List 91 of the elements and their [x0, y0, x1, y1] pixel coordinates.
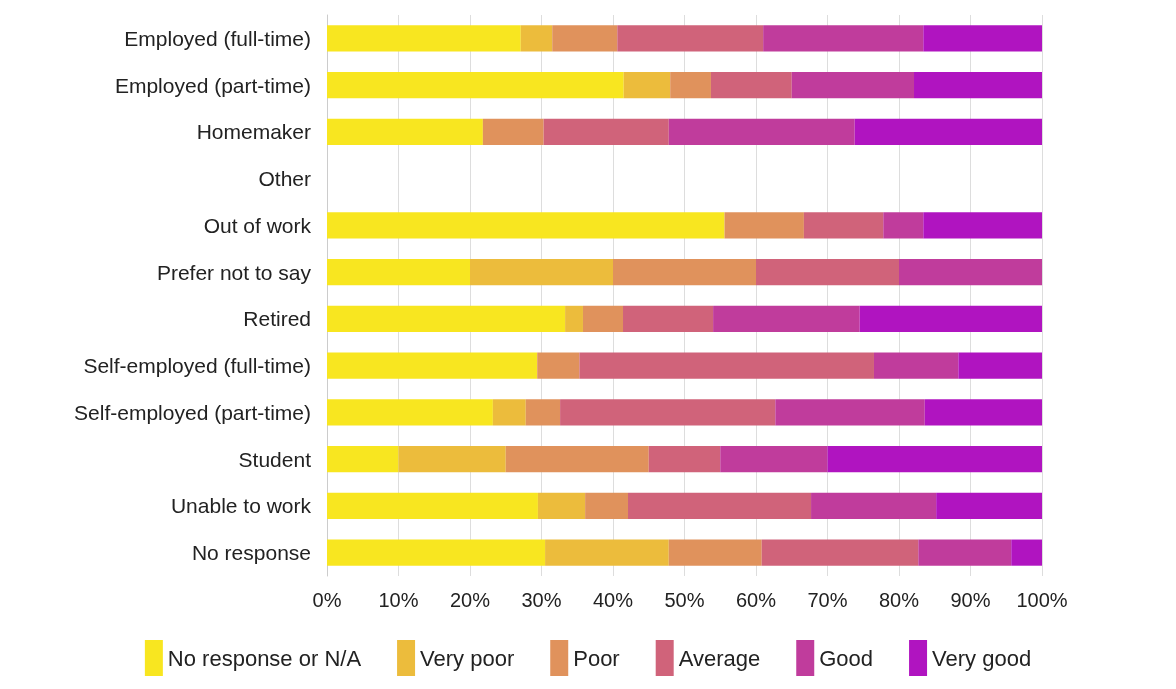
bar: [552, 25, 618, 52]
bar: [327, 259, 470, 286]
bar: [327, 118, 483, 145]
bar: [579, 352, 874, 379]
x-tick-label: 20%: [449, 589, 491, 611]
bar: [545, 539, 669, 566]
bar: [918, 539, 1012, 566]
bar: [724, 212, 804, 239]
legend-label: Average: [678, 645, 761, 671]
bar: [520, 25, 553, 52]
y-tick-label: Student: [238, 447, 312, 471]
bar: [628, 492, 812, 519]
bar: [958, 352, 1042, 379]
legend-label: No response or N/A: [167, 645, 362, 671]
bar: [623, 305, 714, 332]
bar: [668, 539, 762, 566]
bar: [873, 352, 959, 379]
bar: [327, 492, 538, 519]
bar: [492, 399, 526, 426]
bar: [537, 492, 586, 519]
y-tick-label: Prefer not to say: [156, 260, 312, 284]
x-tick-label: 100%: [1016, 589, 1068, 611]
bar: [670, 72, 711, 99]
bar: [648, 446, 721, 473]
bar: [327, 305, 566, 332]
bar: [470, 259, 613, 286]
bar: [327, 352, 538, 379]
bar: [482, 118, 544, 145]
y-tick-label: Self-employed (part-time): [74, 400, 311, 424]
bar: [525, 399, 561, 426]
x-tick-label: 60%: [735, 589, 777, 611]
bar: [537, 352, 580, 379]
bar: [327, 399, 493, 426]
bar: [803, 212, 884, 239]
y-tick-label: Self-employed (full-time): [83, 354, 311, 378]
x-tick-label: 10%: [378, 589, 419, 611]
bar: [398, 446, 506, 473]
bar: [775, 399, 925, 426]
bar: [617, 25, 764, 52]
y-tick-label: Retired: [243, 307, 311, 331]
legend-label: Very good: [932, 645, 1032, 671]
bar: [811, 492, 937, 519]
bar: [924, 399, 1042, 426]
x-tick-label: 70%: [807, 589, 848, 611]
legend-label: Poor: [573, 645, 620, 671]
bar: [756, 259, 899, 286]
bar: [585, 492, 629, 519]
bar: [827, 446, 1042, 473]
y-tick-label: No response: [191, 541, 311, 565]
bar: [505, 446, 649, 473]
y-tick-label: Out of work: [203, 213, 312, 237]
bar: [761, 539, 919, 566]
bar: [327, 446, 399, 473]
bar: [668, 118, 855, 145]
bar: [327, 72, 624, 99]
bar: [613, 259, 756, 286]
y-tick-label: Homemaker: [196, 120, 311, 144]
y-tick-label: Unable to work: [170, 494, 312, 518]
legend-label: Very poor: [420, 645, 515, 671]
y-tick-label: Other: [258, 167, 311, 191]
bar: [923, 212, 1042, 239]
bar: [859, 305, 1042, 332]
bar: [560, 399, 776, 426]
y-tick-label: Employed (full-time): [124, 26, 311, 50]
bar: [899, 259, 1042, 286]
bar: [923, 25, 1042, 52]
bar: [1011, 539, 1042, 566]
bar: [914, 72, 1042, 99]
bar: [854, 118, 1042, 145]
bar: [623, 72, 671, 99]
bar: [791, 72, 915, 99]
bar: [327, 539, 546, 566]
bar: [720, 446, 828, 473]
bar: [936, 492, 1042, 519]
legend-label: Good: [819, 645, 874, 671]
x-tick-label: 90%: [950, 589, 991, 611]
bar: [763, 25, 924, 52]
bar: [582, 305, 624, 332]
bar: [713, 305, 860, 332]
y-tick-label: Employed (part-time): [114, 73, 311, 97]
bar: [543, 118, 669, 145]
bar: [883, 212, 924, 239]
x-tick-label: 40%: [592, 589, 634, 611]
x-tick-label: 50%: [664, 589, 705, 611]
bar: [710, 72, 792, 99]
x-tick-label: 30%: [521, 589, 562, 611]
bar: [565, 305, 583, 332]
x-tick-label: 80%: [878, 589, 920, 611]
x-tick-label: 0%: [312, 589, 342, 611]
bar: [327, 212, 725, 239]
bar: [327, 25, 521, 52]
